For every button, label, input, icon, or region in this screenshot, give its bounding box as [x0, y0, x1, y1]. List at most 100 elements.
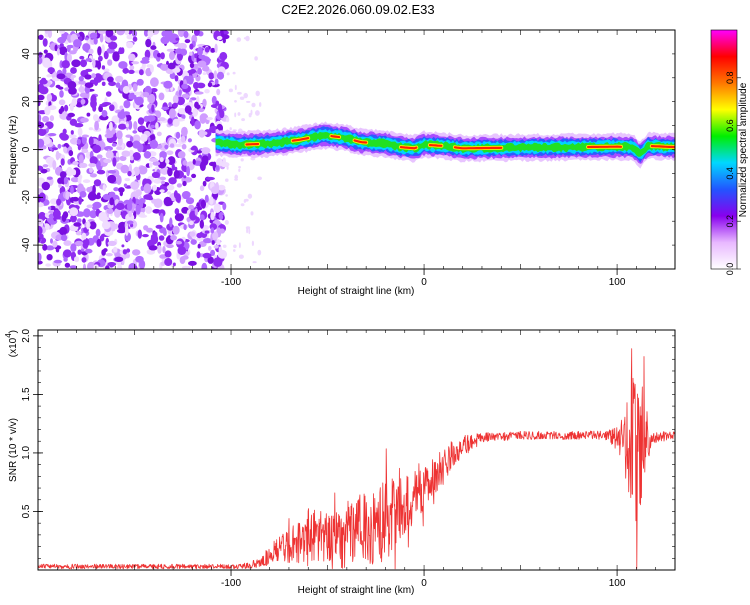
noise-speckle — [219, 110, 224, 118]
noise-speckle — [172, 163, 175, 170]
noise-speckle — [238, 112, 241, 116]
noise-speckle — [211, 227, 215, 233]
noise-speckle — [189, 44, 193, 50]
noise-speckle — [47, 254, 53, 260]
noise-speckle — [248, 194, 252, 199]
noise-speckle — [182, 181, 186, 186]
noise-speckle — [149, 158, 158, 162]
noise-speckle — [52, 241, 57, 248]
noise-speckle — [97, 170, 105, 175]
noise-speckle — [254, 56, 258, 60]
noise-speckle — [175, 75, 179, 81]
noise-speckle — [161, 107, 169, 110]
noise-speckle — [97, 60, 101, 69]
noise-speckle — [234, 100, 237, 103]
noise-speckle — [63, 129, 67, 135]
noise-speckle — [170, 235, 177, 240]
noise-speckle — [166, 200, 173, 206]
noise-speckle — [227, 72, 230, 75]
noise-speckle — [145, 39, 151, 47]
noise-speckle — [183, 175, 186, 178]
noise-speckle — [107, 59, 112, 66]
noise-speckle — [159, 189, 164, 192]
snr-y-tick-label: 2.0 — [21, 328, 32, 342]
noise-speckle — [112, 143, 117, 147]
noise-speckle — [47, 94, 52, 102]
snr-x-tick-label: -100 — [221, 578, 241, 589]
spectrogram-y-tick-label: -40 — [21, 237, 32, 252]
noise-speckle — [72, 98, 78, 106]
noise-speckle — [246, 101, 250, 103]
noise-speckle — [70, 215, 77, 222]
noise-speckle — [44, 50, 48, 54]
noise-speckle — [88, 163, 96, 167]
noise-speckle — [102, 65, 105, 69]
noise-speckle — [205, 231, 210, 234]
noise-speckle — [86, 187, 92, 192]
noise-speckle — [76, 231, 82, 235]
noise-speckle — [233, 72, 236, 75]
noise-speckle — [205, 195, 209, 203]
noise-speckle — [149, 245, 158, 250]
noise-speckle — [168, 63, 176, 70]
noise-speckle — [64, 177, 68, 185]
spectrogram-x-tick-label: 0 — [421, 277, 427, 288]
noise-speckle — [115, 76, 123, 83]
noise-speckle — [200, 161, 206, 171]
noise-speckle — [92, 145, 101, 153]
noise-speckle — [203, 181, 207, 187]
trace-core-red — [652, 146, 675, 147]
noise-speckle — [188, 261, 197, 266]
noise-speckle — [87, 205, 94, 209]
noise-speckle — [84, 74, 91, 79]
noise-speckle — [217, 72, 224, 80]
noise-speckle — [138, 117, 144, 125]
noise-speckle — [119, 47, 123, 52]
svg-text:(x104): (x104) — [4, 330, 19, 357]
noise-speckle — [252, 241, 254, 246]
noise-speckle — [36, 219, 43, 225]
noise-speckle — [230, 127, 232, 130]
noise-speckle — [59, 109, 63, 115]
noise-speckle — [102, 110, 108, 117]
snr-y-tick-label: 1.0 — [21, 446, 32, 460]
noise-speckle — [107, 262, 116, 266]
noise-speckle — [110, 35, 117, 40]
noise-speckle — [118, 124, 127, 130]
noise-speckle — [127, 171, 131, 176]
noise-speckle — [200, 113, 208, 121]
noise-speckle — [85, 249, 92, 254]
noise-speckle — [61, 172, 64, 181]
noise-speckle — [130, 181, 139, 190]
noise-speckle — [197, 61, 206, 68]
noise-speckle — [150, 77, 159, 87]
noise-speckle — [45, 263, 51, 266]
noise-speckle — [235, 85, 237, 90]
noise-speckle — [165, 250, 172, 257]
snr-scale-close: ) — [8, 330, 19, 333]
noise-speckle — [86, 221, 90, 230]
snr-y-axis-label: SNR (10 * v/v) — [8, 418, 19, 482]
noise-speckle — [56, 73, 65, 79]
colorbar-tick-label: 0.6 — [725, 119, 735, 132]
noise-speckle — [112, 157, 116, 166]
colorbar: 0.00.20.40.60.8 Normalized spectral ampl… — [711, 30, 749, 275]
noise-speckle — [135, 189, 142, 196]
noise-speckle — [223, 245, 227, 248]
noise-speckle — [157, 245, 162, 254]
noise-speckle — [214, 70, 217, 79]
noise-speckle — [244, 199, 248, 202]
noise-speckle — [241, 118, 245, 121]
noise-speckle — [128, 54, 135, 62]
noise-speckle — [58, 144, 62, 149]
noise-speckle — [106, 91, 112, 97]
noise-speckle — [63, 240, 71, 246]
noise-speckle — [70, 265, 78, 268]
noise-speckle — [90, 210, 97, 218]
noise-speckle — [239, 255, 244, 259]
noise-speckle — [132, 130, 137, 134]
noise-speckle — [121, 244, 124, 247]
noise-speckle — [189, 221, 194, 225]
noise-speckle — [88, 192, 97, 201]
